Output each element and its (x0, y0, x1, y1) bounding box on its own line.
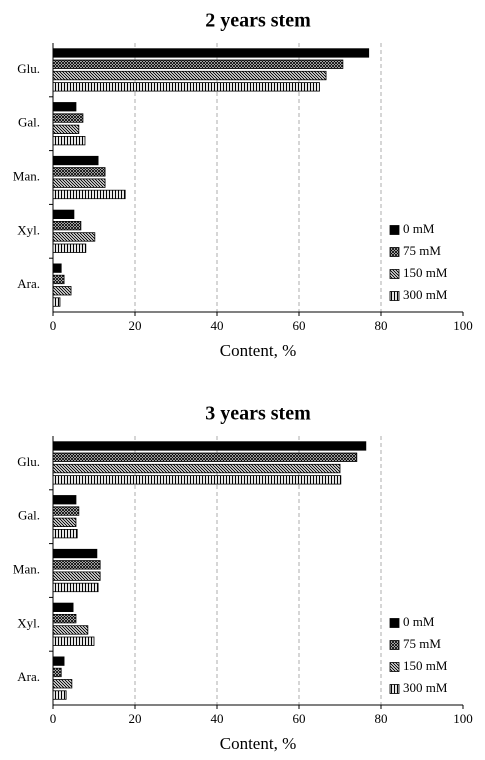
bar (52, 560, 101, 570)
x-tick-label: 80 (375, 711, 388, 726)
bar (52, 463, 341, 474)
x-tick-label: 80 (375, 318, 388, 333)
bar (52, 155, 99, 166)
y-tick-label: Ara. (17, 276, 40, 291)
bar (52, 82, 320, 92)
y-tick-label: Man. (13, 561, 40, 576)
bar (52, 59, 344, 69)
bar (52, 135, 86, 146)
bar (52, 232, 96, 242)
x-tick-label: 0 (50, 711, 57, 726)
x-tick-label: 20 (129, 711, 142, 726)
bar (52, 48, 370, 58)
bar (52, 475, 342, 485)
x-axis-label: Content, % (220, 734, 297, 753)
legend-label: 150 mM (403, 658, 448, 673)
bar (52, 113, 84, 123)
chart-title: 2 years stem (205, 10, 311, 32)
legend-label: 150 mM (403, 265, 448, 280)
bar (52, 529, 78, 539)
legend-swatch (389, 662, 400, 672)
legend-swatch (389, 225, 400, 235)
bar (52, 636, 95, 646)
legend-label: 75 mM (403, 243, 441, 258)
bar (52, 441, 367, 451)
bar (52, 679, 73, 689)
bar (52, 625, 89, 635)
y-tick-label: Glu. (17, 454, 40, 469)
x-tick-label: 100 (453, 711, 473, 726)
legend-label: 0 mM (403, 614, 435, 629)
bar (52, 243, 87, 253)
bar (52, 506, 80, 516)
y-tick-label: Xyl. (17, 615, 40, 630)
bar (52, 220, 82, 231)
y-tick-label: Man. (13, 168, 40, 183)
bar (52, 517, 77, 527)
bar (52, 582, 99, 593)
bar (52, 452, 358, 462)
bar (52, 167, 106, 177)
bar (52, 571, 101, 581)
x-tick-label: 20 (129, 318, 142, 333)
bar (52, 297, 61, 307)
legend-swatch (389, 640, 400, 650)
bar (52, 614, 77, 624)
bar (52, 667, 62, 678)
bar (52, 495, 77, 505)
x-tick-label: 100 (453, 318, 473, 333)
y-tick-label: Ara. (17, 669, 40, 684)
x-tick-label: 40 (211, 318, 224, 333)
bar (52, 102, 77, 112)
bar (52, 263, 62, 273)
bar (52, 286, 72, 296)
chart-title: 3 years stem (205, 403, 311, 425)
x-tick-label: 60 (293, 711, 306, 726)
legend-label: 300 mM (403, 680, 448, 695)
x-tick-label: 0 (50, 318, 57, 333)
bar (52, 274, 65, 285)
legend-swatch (389, 247, 400, 257)
y-tick-label: Gal. (18, 508, 40, 523)
y-tick-label: Xyl. (17, 222, 40, 237)
legend-swatch (389, 269, 400, 279)
bar (52, 209, 75, 220)
y-tick-label: Glu. (17, 61, 40, 76)
legend-label: 300 mM (403, 287, 448, 302)
legend-swatch (389, 684, 400, 694)
legend-label: 0 mM (403, 221, 435, 236)
bar (52, 548, 98, 559)
legend-swatch (389, 618, 400, 628)
bar (52, 70, 327, 81)
bar (52, 690, 67, 700)
bar (52, 656, 65, 666)
bar (52, 602, 74, 612)
bar (52, 124, 80, 134)
x-axis-label: Content, % (220, 341, 297, 360)
bar (52, 178, 106, 188)
legend-swatch (389, 291, 400, 301)
legend-label: 75 mM (403, 636, 441, 651)
y-tick-label: Gal. (18, 115, 40, 130)
bar (52, 189, 126, 200)
x-tick-label: 60 (293, 318, 306, 333)
x-tick-label: 40 (211, 711, 224, 726)
